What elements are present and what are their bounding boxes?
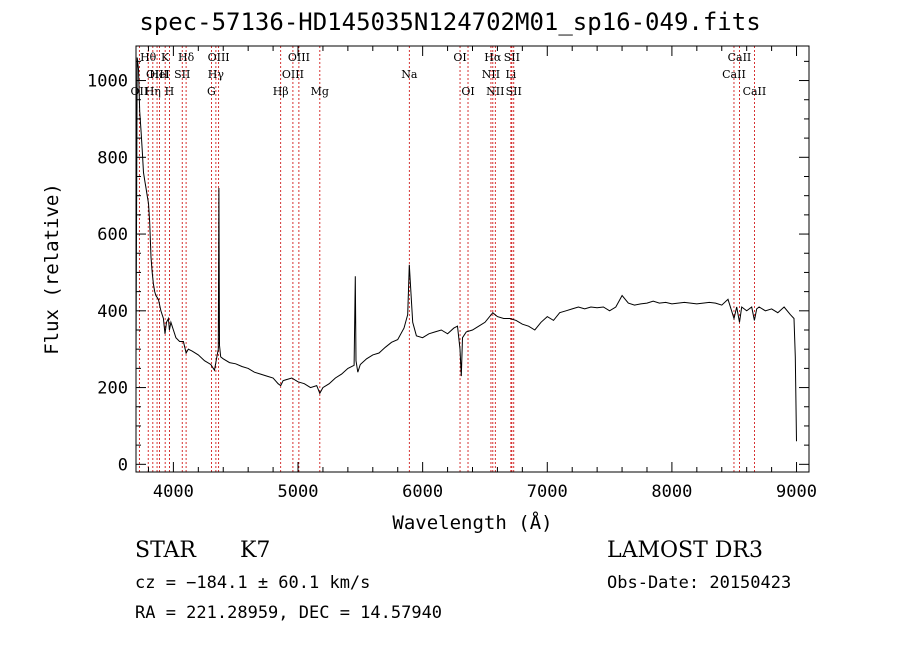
line-marker-label: Hβ (273, 85, 289, 98)
x-tick-label: 9000 (776, 482, 817, 502)
x-tick-label: 7000 (527, 482, 568, 502)
line-marker-label: Mg (311, 85, 329, 98)
object-class: STAR (135, 538, 196, 563)
obs-date: Obs-Date: 20150423 (607, 573, 792, 593)
y-tick-label: 600 (97, 225, 128, 245)
y-tick-label: 200 (97, 379, 128, 399)
line-marker-label: OIII (208, 51, 230, 64)
cz-value: cz = −184.1 ± 60.1 km/s (135, 573, 371, 593)
line-marker-label: Na (401, 68, 418, 81)
line-marker-label: Hγ (208, 68, 225, 81)
y-axis-label: Flux (relative) (41, 183, 63, 355)
line-marker-label: SII (506, 85, 522, 98)
y-tick-label: 0 (118, 455, 128, 475)
chart-title: spec-57136-HD145035N124702M01_sp16-049.f… (139, 8, 761, 36)
line-marker-label: OIII (282, 68, 304, 81)
plot-frame (135, 45, 810, 473)
line-marker-label: K (161, 51, 170, 64)
line-marker-label: CaII (728, 51, 752, 64)
ticks: 4000 5000 6000 7000 8000 9000 0 200 400 600 800 100… (87, 46, 817, 502)
line-marker-label: G (207, 85, 216, 98)
line-marker-label: Li (505, 68, 516, 81)
y-tick-label: 1000 (87, 72, 128, 92)
line-marker-label: CaII (743, 85, 767, 98)
x-tick-label: 5000 (278, 482, 319, 502)
line-marker-label: CaII (722, 68, 746, 81)
line-marker-label: NII (486, 85, 504, 98)
line-marker-label: Hη (145, 85, 161, 98)
line-marker-label: Hδ (178, 51, 195, 64)
y-tick-label: 400 (97, 302, 128, 322)
x-axis-label: Wavelength (Å) (392, 511, 552, 534)
y-tick-label: 800 (97, 148, 128, 168)
line-marker-label: SII (504, 51, 520, 64)
line-marker-label: OI (453, 51, 466, 64)
spectrum-line (135, 57, 797, 442)
survey-name: LAMOST DR3 (607, 538, 763, 563)
line-marker-label: OIII (288, 51, 310, 64)
line-marker-label: Hα (484, 51, 502, 64)
x-tick-label: 6000 (402, 482, 443, 502)
line-marker-label: NII (482, 68, 500, 81)
axes (135, 45, 810, 473)
line-marker-label: H (165, 85, 175, 98)
line-marker-label: Hθ (140, 51, 157, 64)
line-marker-label: OIII (146, 68, 168, 81)
line-marker-label: SII (174, 68, 190, 81)
x-tick-label: 4000 (153, 482, 194, 502)
coordinates: RA = 221.28959, DEC = 14.57940 (135, 603, 443, 623)
x-tick-label: 8000 (651, 482, 692, 502)
line-markers (138, 46, 755, 472)
subclass: K7 (240, 538, 271, 563)
line-marker-label: OI (461, 85, 474, 98)
line-marker-label: HeI (149, 68, 169, 81)
